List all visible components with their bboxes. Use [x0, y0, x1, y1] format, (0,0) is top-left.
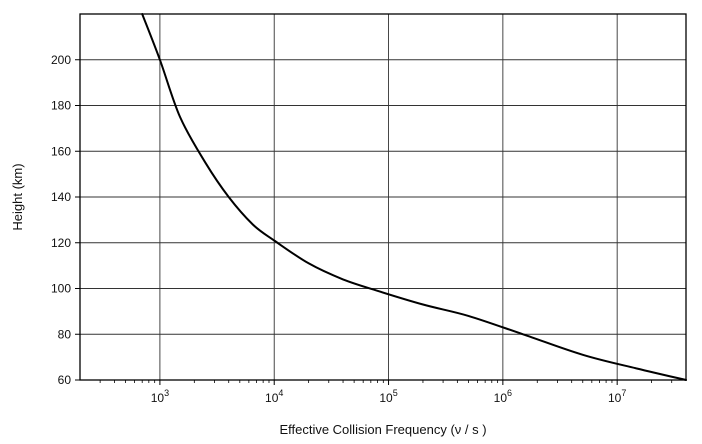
x-axis-label: Effective Collision Frequency (ν / s )	[279, 422, 486, 437]
x-tick-label: 105	[379, 388, 397, 405]
y-tick-label: 100	[51, 282, 71, 296]
x-tick-label: 106	[494, 388, 512, 405]
y-tick-label: 140	[51, 190, 71, 204]
y-tick-label: 60	[58, 373, 72, 387]
y-tick-label: 180	[51, 99, 71, 113]
y-tick-label: 120	[51, 236, 71, 250]
y-tick-label: 80	[58, 327, 72, 341]
x-tick-label: 104	[265, 388, 283, 405]
x-tick-label: 107	[608, 388, 626, 405]
y-axis-label: Height (km)	[10, 163, 25, 230]
series	[141, 13, 687, 381]
x-axis-ticks: 103 104 105 106 107	[99, 380, 673, 405]
grid	[80, 14, 686, 380]
y-tick-label: 160	[51, 144, 71, 158]
x-tick-label: 103	[151, 388, 169, 405]
y-axis-ticks: 60 80 100 120 140 160 180 200	[51, 53, 80, 387]
y-tick-label: 200	[51, 53, 71, 67]
series-line	[141, 13, 687, 381]
